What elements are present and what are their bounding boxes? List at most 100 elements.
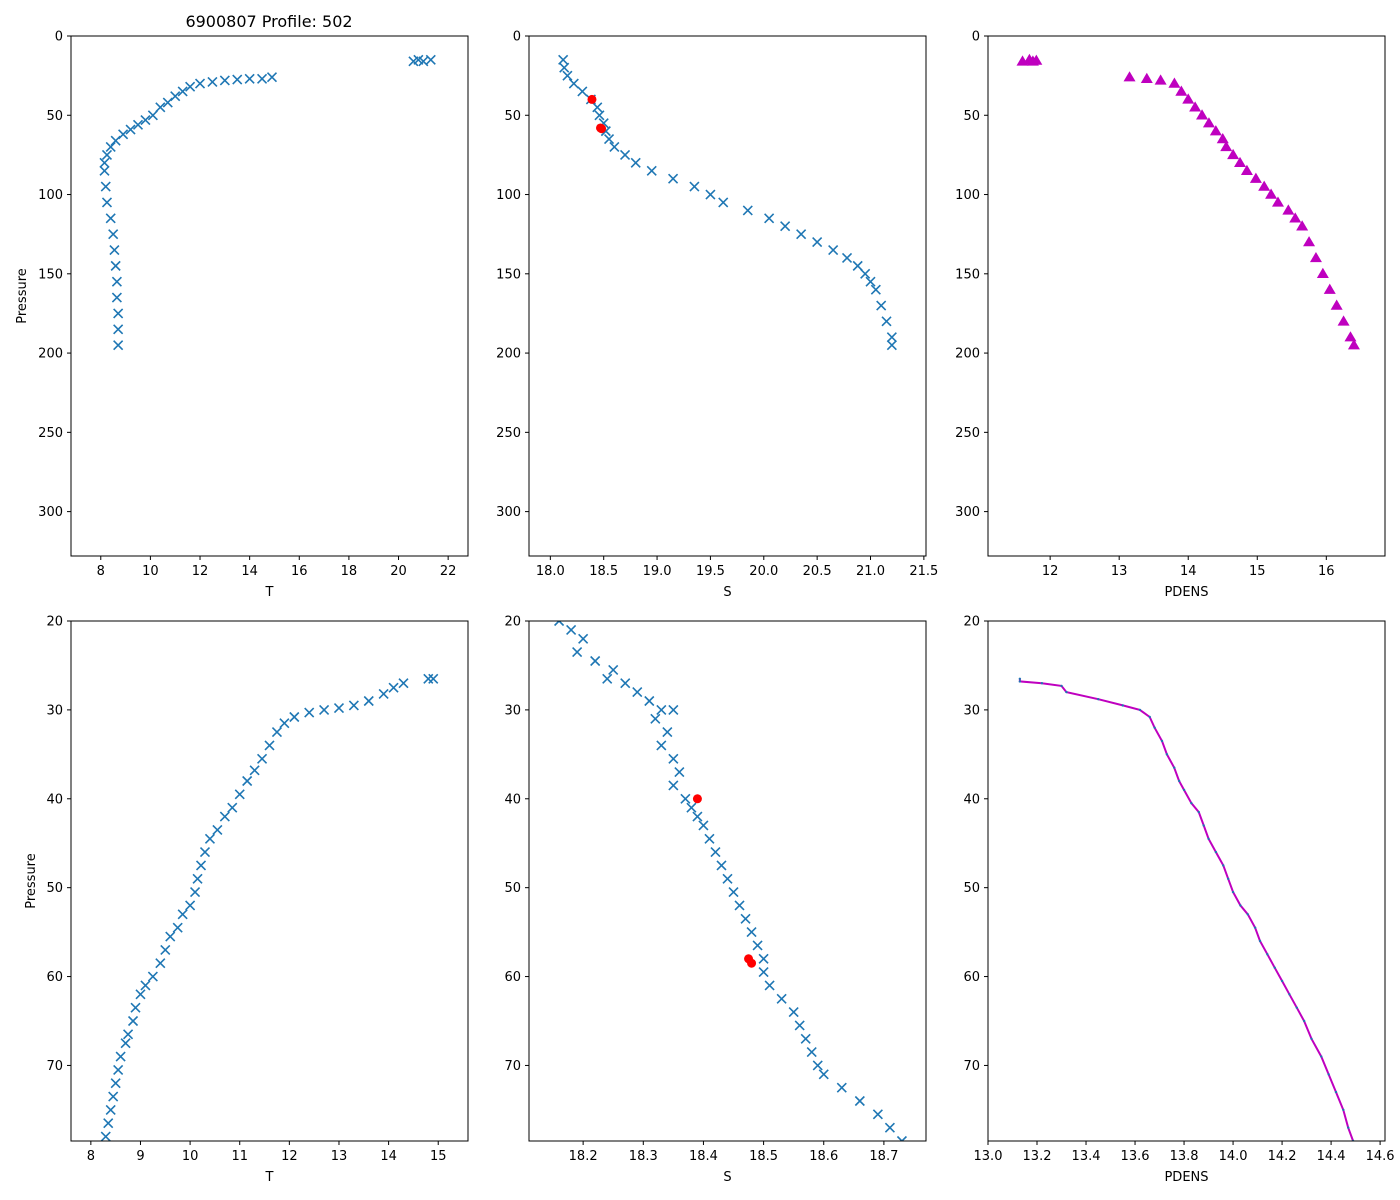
data-point	[662, 727, 673, 738]
data-point	[1097, 698, 1100, 701]
data-point	[632, 687, 643, 698]
data-point	[1018, 680, 1022, 683]
data-point	[1347, 339, 1360, 350]
data-point	[108, 229, 119, 240]
data-point	[668, 753, 679, 764]
data-point	[99, 165, 110, 176]
x-tick-label: 20.0	[749, 564, 778, 579]
data-point	[1330, 299, 1343, 310]
data-point	[1309, 251, 1322, 263]
data-point	[1266, 953, 1269, 956]
data-point	[1197, 810, 1200, 814]
data-point	[1231, 890, 1235, 894]
data-point	[219, 75, 230, 86]
data-point	[140, 114, 151, 126]
data-point	[1342, 1108, 1345, 1112]
x-tick-label: 18.3	[629, 1149, 658, 1164]
y-tick-label: 30	[963, 703, 980, 718]
data-point	[105, 213, 116, 224]
data-point	[603, 133, 615, 145]
data-point	[1196, 109, 1209, 120]
data-point	[185, 81, 196, 92]
y-tick-label: 50	[46, 881, 63, 896]
y-tick-label: 50	[963, 881, 980, 896]
data-point	[1121, 704, 1124, 707]
x-tick-label: 18.6	[809, 1149, 838, 1164]
data-point	[734, 900, 745, 911]
data-point	[1327, 1073, 1330, 1076]
data-point	[199, 847, 211, 858]
data-point	[1271, 196, 1284, 207]
y-tick-label: 300	[38, 505, 63, 520]
data-point	[680, 793, 691, 804]
data-point	[113, 1064, 124, 1075]
y-tick-label: 60	[504, 970, 521, 985]
x-tick-label: 13.6	[1121, 1149, 1150, 1164]
axes-frame	[987, 35, 1386, 557]
data-point	[796, 229, 807, 240]
data-point	[1289, 212, 1302, 223]
axes-frame	[528, 620, 927, 1142]
data-point	[1296, 220, 1309, 231]
data-point	[1209, 125, 1222, 136]
data-point	[1282, 204, 1295, 215]
data-point	[418, 56, 429, 67]
y-axis-label: Pressure	[15, 268, 30, 324]
data-point	[812, 1060, 823, 1071]
data-point	[646, 165, 657, 176]
y-tick-label: 40	[963, 792, 980, 807]
data-point	[1123, 71, 1136, 82]
x-tick-label: 18.5	[589, 564, 618, 579]
data-point	[650, 713, 661, 724]
data-point	[194, 78, 206, 89]
x-tick-label: 18.0	[536, 564, 565, 579]
data-point	[378, 688, 389, 699]
y-tick-label: 0	[972, 30, 980, 45]
data-point	[423, 673, 434, 684]
x-tick-label: 14	[1180, 564, 1197, 579]
data-point	[1214, 850, 1218, 854]
y-tick-label: 100	[955, 188, 980, 203]
data-point	[189, 887, 201, 898]
data-point	[111, 292, 122, 303]
chart-panel-s_full: 18.0 18.5 19.0 19.5 20.0 20.5 21.0 21.5 0 50 100 15…	[496, 30, 938, 601]
data-point	[1026, 55, 1039, 66]
data-point	[594, 110, 605, 121]
data-point	[428, 673, 439, 684]
data-point	[1140, 72, 1153, 84]
data-point	[1239, 904, 1242, 907]
data-point	[113, 340, 124, 351]
x-axis-label: T	[265, 1170, 274, 1185]
data-point	[1216, 133, 1229, 144]
x-tick-label: 13	[1111, 564, 1128, 579]
data-point	[1258, 939, 1262, 943]
data-point	[1040, 682, 1044, 685]
data-point	[668, 704, 679, 715]
x-tick-label: 19.5	[696, 564, 725, 579]
data-point	[130, 1002, 141, 1013]
data-point	[592, 102, 603, 113]
data-point	[398, 678, 409, 689]
plot-area	[1016, 53, 1360, 350]
data-point	[881, 316, 892, 327]
data-point	[1154, 74, 1167, 85]
data-point	[1240, 164, 1253, 175]
data-point	[319, 704, 330, 715]
data-point	[764, 980, 775, 991]
data-point	[884, 1122, 895, 1133]
data-point	[304, 707, 315, 718]
data-point	[1227, 148, 1240, 160]
y-tick-label: 0	[55, 30, 63, 45]
y-tick-label: 50	[504, 109, 521, 124]
data-point	[103, 1118, 114, 1129]
y-axis-label: Pressure	[24, 853, 39, 909]
chart-panel-s_zoom: 18.2 18.3 18.4 18.5 18.6 18.7 20 30 40 50 60 70 S	[504, 615, 927, 1185]
data-point	[1249, 172, 1262, 183]
data-point	[742, 205, 753, 216]
plot-area	[100, 673, 439, 1141]
x-tick-label: 13.2	[1023, 1149, 1052, 1164]
data-point	[686, 802, 697, 813]
data-point	[264, 740, 275, 751]
data-point	[554, 621, 565, 627]
data-point	[836, 1082, 847, 1093]
